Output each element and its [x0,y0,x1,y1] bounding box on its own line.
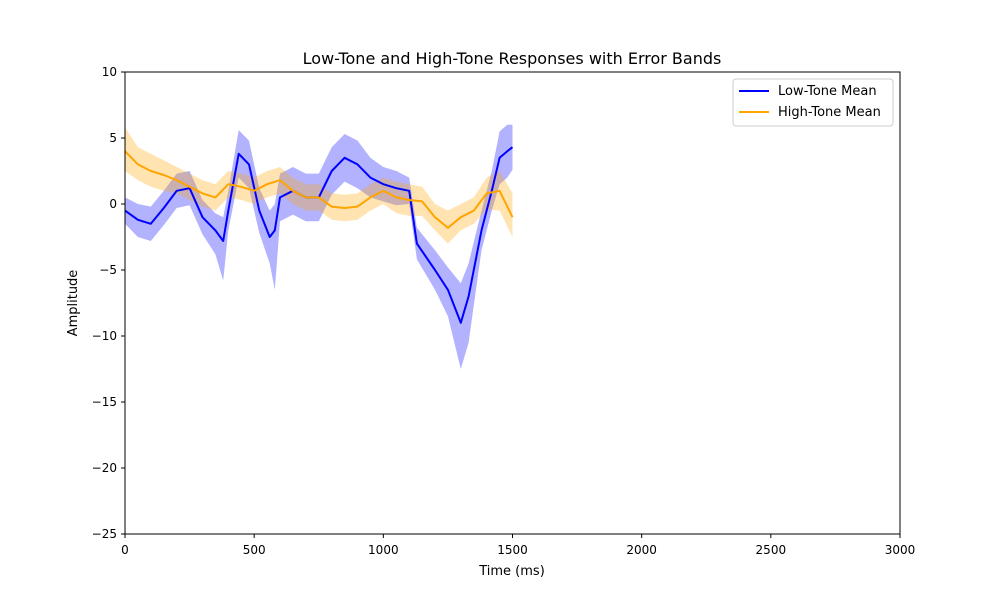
series-line-high-tone-mean [124,150,514,229]
y-tick-label: −10 [92,329,117,343]
y-tick-label: 5 [109,131,117,145]
x-tick-label: 2000 [626,543,657,557]
x-tick-label: 0 [121,543,129,557]
error-band-high-tone-mean [125,127,513,244]
y-tick-label: −25 [92,527,117,541]
x-tick-label: 2500 [756,543,787,557]
legend-box [732,78,894,127]
y-axis-ticks: 10 5 0 −5 −10 −15 −20 −25 [92,65,125,541]
y-tick-label: 10 [102,65,117,79]
y-tick-label: −20 [92,461,117,475]
legend-label-low-tone: Low-Tone Mean [778,84,877,99]
series-lines [124,146,514,324]
y-axis-label: Amplitude [66,270,81,337]
y-tick-label: 0 [109,197,117,211]
legend-label-high-tone: High-Tone Mean [778,105,881,120]
x-axis-label: Time (ms) [478,564,545,579]
x-tick-label: 1000 [368,543,399,557]
x-axis-ticks: 0 500 1000 1500 2000 2500 3000 [121,534,915,557]
chart-title: Low-Tone and High-Tone Responses with Er… [303,49,722,68]
x-tick-label: 500 [243,543,266,557]
legend: Low-Tone Mean High-Tone Mean [732,78,894,127]
x-tick-label: 3000 [885,543,916,557]
x-tick-label: 1500 [497,543,528,557]
error-band-low-tone-mean [125,124,513,369]
y-tick-label: −15 [92,395,117,409]
error-bands [125,124,513,369]
y-tick-label: −5 [99,263,117,277]
